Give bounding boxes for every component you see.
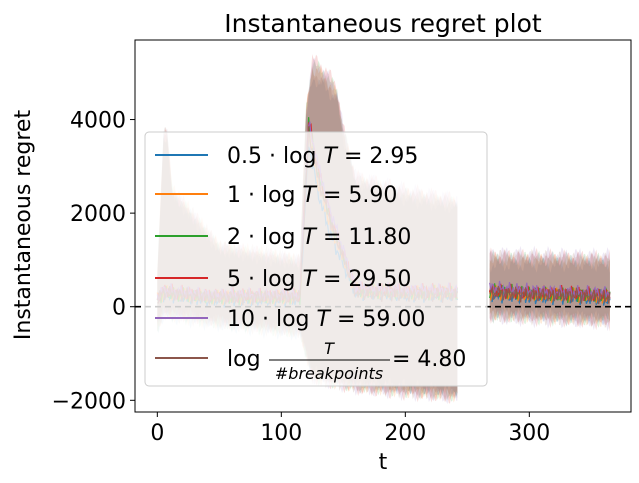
axes: 0 100 200 300 −2000 0 2000 4000 — [52, 39, 632, 446]
x-tick-label-1: 100 — [260, 421, 302, 446]
legend-fraction-numerator: T — [324, 339, 335, 358]
x-axis-label: t — [379, 450, 388, 475]
legend-label-value: = 4.80 — [392, 347, 466, 372]
x-tick-label-0: 0 — [150, 421, 164, 446]
y-tick-label-1: 0 — [112, 296, 126, 321]
chart-title: Instantaneous regret plot — [224, 9, 542, 38]
legend-label-5: log — [227, 347, 261, 372]
legend: 0.5 · log T = 2.95 1 · log T = 5.90 2 · lo… — [144, 131, 488, 387]
legend-fraction-denominator: #breakpoints — [275, 364, 383, 383]
legend-label-0: 0.5 · log T = 2.95 — [227, 144, 418, 169]
x-tick-label-2: 200 — [384, 421, 426, 446]
y-tick-label-3: 4000 — [70, 109, 126, 134]
legend-box — [144, 131, 488, 387]
y-tick-label-2: 2000 — [70, 202, 126, 227]
x-tick-label-3: 300 — [508, 421, 550, 446]
legend-label-3: 5 · log T = 29.50 — [227, 267, 411, 292]
y-axis-label: Instantaneous regret — [11, 110, 36, 341]
series-line-5-1 — [489, 285, 611, 305]
legend-label-4: 10 · log T = 59.00 — [227, 307, 425, 332]
legend-label-1: 1 · log T = 5.90 — [227, 183, 397, 208]
y-tick-label-0: −2000 — [52, 389, 126, 414]
legend-label-2: 2 · log T = 11.80 — [227, 225, 411, 250]
axes-frame — [134, 39, 632, 413]
